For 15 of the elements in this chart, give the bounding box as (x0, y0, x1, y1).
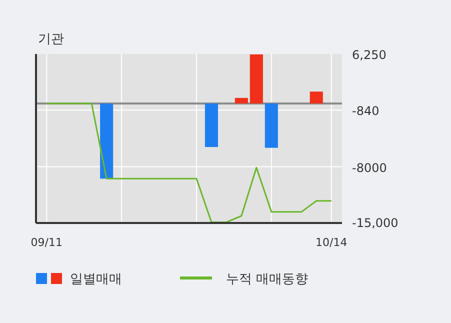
bar (250, 54, 263, 104)
legend-label: 누적 매매동향 (226, 272, 308, 287)
bar (310, 92, 323, 104)
bar (204, 103, 218, 148)
y-tick-label: 6,250 (352, 48, 386, 62)
legend-label: 일별매매 (70, 272, 122, 287)
bar (100, 103, 114, 179)
bar (264, 103, 278, 148)
x-tick-label: 09/11 (30, 236, 62, 249)
x-tick-label: 10/14 (316, 236, 348, 249)
bar (234, 98, 248, 104)
y-tick-label: -840 (352, 104, 380, 118)
y-tick-label: -8000 (352, 160, 387, 175)
chart-title: 기관 (38, 32, 64, 47)
y-tick-label: -15,000 (352, 216, 398, 230)
